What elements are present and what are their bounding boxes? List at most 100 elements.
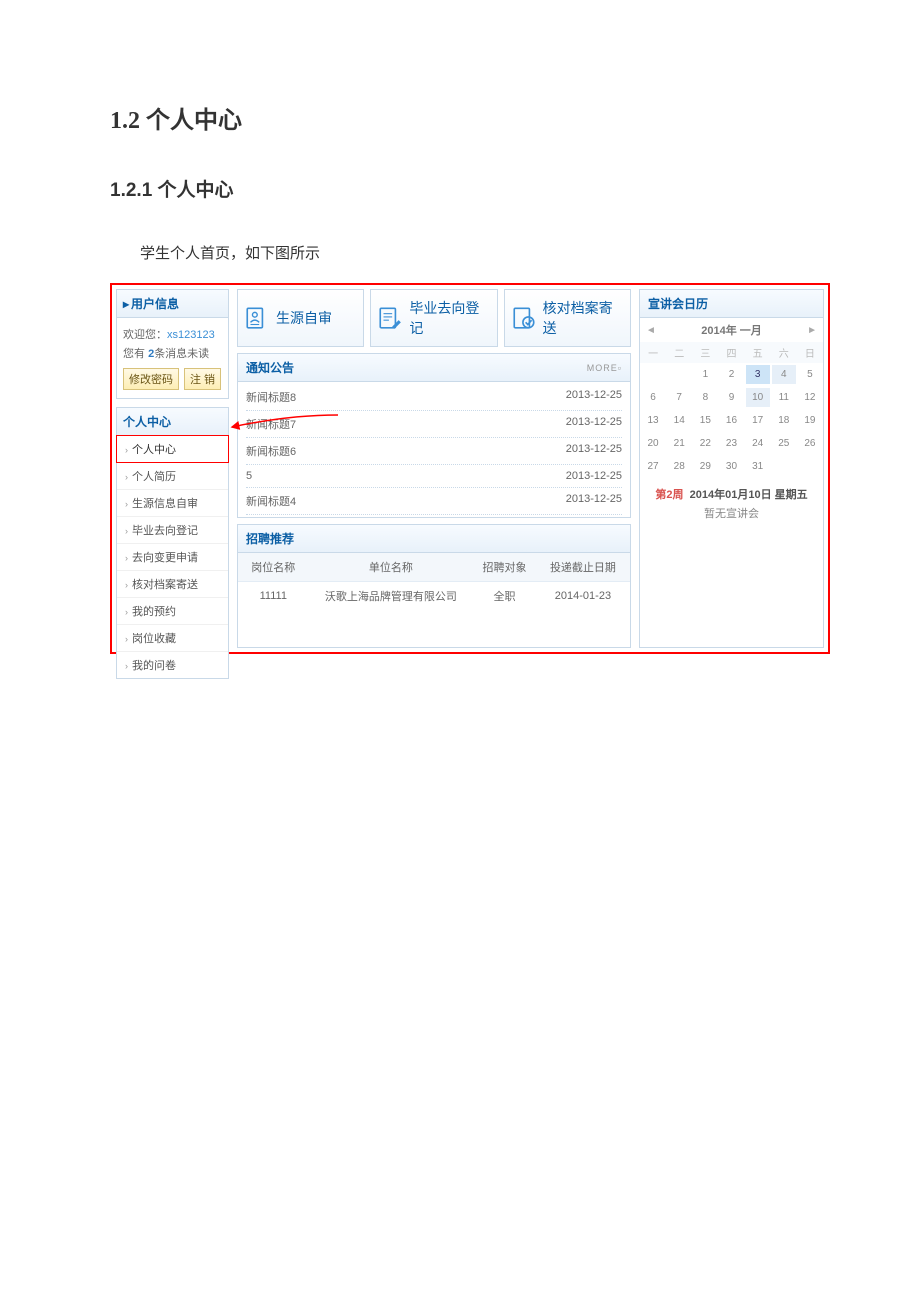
calendar-weekday: 四	[718, 342, 744, 363]
nav-list: ›个人中心›个人简历›生源信息自审›毕业去向登记›去向变更申请›核对档案寄送›我…	[117, 435, 228, 678]
calendar-day[interactable]: 22	[692, 432, 718, 455]
calendar-day[interactable]: 15	[692, 409, 718, 432]
sidebar-item[interactable]: ›我的问卷	[117, 651, 228, 678]
calendar-day[interactable]: 19	[797, 409, 823, 432]
calendar-day[interactable]: 20	[640, 432, 666, 455]
username: xs123123	[167, 329, 215, 341]
main-column: 生源自审毕业去向登记核对档案寄送 通知公告 MORE 新闻标题82013-12-…	[237, 289, 631, 648]
calendar-day[interactable]: 26	[797, 432, 823, 455]
sidebar-item[interactable]: ›个人简历	[117, 462, 228, 489]
user-info-panel: ▸用户信息 欢迎您：xs123123 您有 2条消息未读 修改密码 注 销	[116, 289, 229, 399]
sidebar-item[interactable]: ›岗位收藏	[117, 624, 228, 651]
jobs-col-header: 投递截止日期	[536, 553, 630, 582]
calendar-day	[666, 363, 692, 386]
quick-action-button[interactable]: 生源自审	[237, 289, 364, 347]
calendar-day[interactable]: 23	[718, 432, 744, 455]
calendar-prev-button[interactable]: ◄	[646, 325, 656, 336]
calendar-day	[797, 455, 823, 478]
calendar-day[interactable]: 28	[666, 455, 692, 478]
calendar-day[interactable]: 5	[797, 363, 823, 386]
welcome-label: 欢迎您：	[123, 329, 167, 341]
calendar-panel: 宣讲会日历 ◄ 2014年 一月 ► 一二三四五六日 1234567891011…	[639, 289, 824, 648]
calendar-day[interactable]: 8	[692, 386, 718, 409]
jobs-col-header: 招聘对象	[473, 553, 536, 582]
right-column: 宣讲会日历 ◄ 2014年 一月 ► 一二三四五六日 1234567891011…	[639, 289, 824, 648]
sidebar-item[interactable]: ›毕业去向登记	[117, 516, 228, 543]
jobs-col-header: 单位名称	[309, 553, 474, 582]
sidebar-item[interactable]: ›个人中心	[116, 435, 229, 463]
notice-row[interactable]: 新闻标题42013-12-25	[246, 488, 622, 515]
calendar-day[interactable]: 30	[718, 455, 744, 478]
sidebar-item[interactable]: ›核对档案寄送	[117, 570, 228, 597]
notice-more-link[interactable]: MORE	[587, 363, 622, 373]
jobs-title: 招聘推荐	[246, 530, 294, 547]
calendar-day[interactable]: 9	[718, 386, 744, 409]
calendar-day[interactable]: 10	[745, 386, 771, 409]
calendar-day[interactable]: 13	[640, 409, 666, 432]
calendar-day[interactable]: 18	[771, 409, 797, 432]
calendar-day[interactable]: 16	[718, 409, 744, 432]
notice-row[interactable]: 52013-12-25	[246, 465, 622, 488]
calendar-title: 宣讲会日历	[640, 290, 823, 318]
app-screenshot: ▸用户信息 欢迎您：xs123123 您有 2条消息未读 修改密码 注 销 个人…	[110, 283, 830, 654]
calendar-day[interactable]: 17	[745, 409, 771, 432]
calendar-weekday: 日	[797, 342, 823, 363]
calendar-weekday: 一	[640, 342, 666, 363]
calendar-day[interactable]: 3	[745, 363, 771, 386]
msg-suffix: 条消息未读	[154, 348, 209, 360]
notice-list: 新闻标题82013-12-25新闻标题72013-12-25新闻标题62013-…	[238, 382, 630, 517]
calendar-next-button[interactable]: ►	[807, 325, 817, 336]
table-row[interactable]: 11111沃歌上海品牌管理有限公司全职2014-01-23	[238, 582, 630, 611]
calendar-day[interactable]: 6	[640, 386, 666, 409]
calendar-day[interactable]: 27	[640, 455, 666, 478]
sidebar-item[interactable]: ›生源信息自审	[117, 489, 228, 516]
doc-heading-1: 1.2 个人中心	[110, 100, 810, 135]
calendar-day[interactable]: 7	[666, 386, 692, 409]
calendar-day[interactable]: 11	[771, 386, 797, 409]
jobs-col-header: 岗位名称	[238, 553, 309, 582]
calendar-day[interactable]: 25	[771, 432, 797, 455]
calendar-weekday: 五	[745, 342, 771, 363]
calendar-day[interactable]: 4	[771, 363, 797, 386]
nav-title: 个人中心	[117, 408, 228, 436]
calendar-weekday: 三	[692, 342, 718, 363]
jobs-header-row: 岗位名称单位名称招聘对象投递截止日期	[238, 553, 630, 582]
quick-action-button[interactable]: 毕业去向登记	[370, 289, 497, 347]
annotation-arrow-icon	[228, 413, 343, 433]
quick-action-button[interactable]: 核对档案寄送	[504, 289, 631, 347]
msg-prefix: 您有	[123, 348, 148, 360]
user-info-body: 欢迎您：xs123123 您有 2条消息未读 修改密码 注 销	[117, 318, 228, 398]
calendar-day[interactable]: 31	[745, 455, 771, 478]
calendar-weekday: 二	[666, 342, 692, 363]
nav-panel: 个人中心 ›个人中心›个人简历›生源信息自审›毕业去向登记›去向变更申请›核对档…	[116, 407, 229, 679]
left-column: ▸用户信息 欢迎您：xs123123 您有 2条消息未读 修改密码 注 销 个人…	[116, 289, 229, 648]
calendar-month-label: 2014年 一月	[701, 322, 762, 338]
sidebar-item[interactable]: ›我的预约	[117, 597, 228, 624]
jobs-table: 岗位名称单位名称招聘对象投递截止日期 11111沃歌上海品牌管理有限公司全职20…	[238, 553, 630, 610]
doc-heading-2: 1.2.1 个人中心	[110, 175, 810, 202]
notice-row[interactable]: 新闻标题62013-12-25	[246, 438, 622, 465]
sidebar-item[interactable]: ›去向变更申请	[117, 543, 228, 570]
calendar-empty-text: 暂无宣讲会	[644, 505, 819, 521]
calendar-grid: 一二三四五六日 12345678910111213141516171819202…	[640, 342, 823, 478]
jobs-panel: 招聘推荐 岗位名称单位名称招聘对象投递截止日期 11111沃歌上海品牌管理有限公…	[237, 524, 631, 648]
logout-button[interactable]: 注 销	[184, 368, 221, 390]
calendar-week-label: 第2周	[655, 489, 683, 501]
calendar-day[interactable]: 12	[797, 386, 823, 409]
calendar-day	[640, 363, 666, 386]
notice-panel: 通知公告 MORE 新闻标题82013-12-25新闻标题72013-12-25…	[237, 353, 631, 518]
notice-row[interactable]: 新闻标题82013-12-25	[246, 384, 622, 411]
calendar-day[interactable]: 24	[745, 432, 771, 455]
change-password-button[interactable]: 修改密码	[123, 368, 179, 390]
notice-title: 通知公告	[246, 359, 294, 376]
calendar-day[interactable]: 1	[692, 363, 718, 386]
calendar-day[interactable]: 29	[692, 455, 718, 478]
doc-paragraph: 学生个人首页，如下图所示	[140, 242, 810, 263]
calendar-footer: 第2周 2014年01月10日 星期五 暂无宣讲会	[640, 478, 823, 529]
calendar-day[interactable]: 14	[666, 409, 692, 432]
calendar-weekday: 六	[771, 342, 797, 363]
calendar-day[interactable]: 21	[666, 432, 692, 455]
calendar-day[interactable]: 2	[718, 363, 744, 386]
calendar-day	[771, 455, 797, 478]
user-info-title: ▸用户信息	[117, 290, 228, 318]
